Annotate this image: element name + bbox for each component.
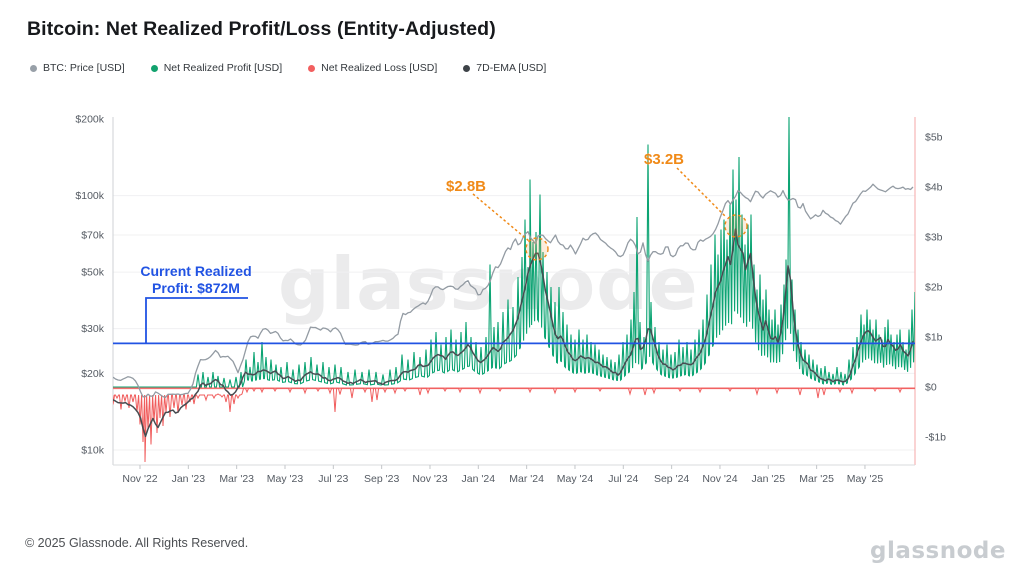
legend-dot-icon	[30, 64, 37, 72]
y-axis-label-right: $2b	[925, 282, 943, 294]
x-axis-label: May '25	[847, 473, 884, 485]
annotation-bracket	[145, 297, 248, 343]
x-axis-label: Nov '24	[702, 473, 737, 485]
annotation-peak-label: $3.2B	[644, 151, 684, 168]
annotation-target-circle	[525, 237, 549, 261]
x-axis-label: May '23	[267, 473, 304, 485]
y-axis-label-left: $50k	[81, 267, 105, 279]
legend-label: 7D-EMA [USD]	[476, 62, 547, 74]
net-realized-loss-series	[113, 387, 915, 463]
legend-label: Net Realized Profit [USD]	[163, 62, 283, 74]
y-axis-label-left: $30k	[81, 323, 105, 335]
legend-item-7d-ema[interactable]: 7D-EMA [USD]	[463, 62, 546, 74]
annotation-peak-label: $2.8B	[446, 178, 486, 195]
x-axis-label: Jan '25	[752, 473, 786, 485]
x-axis-label: Mar '24	[509, 473, 544, 485]
x-axis-label: Sep '23	[364, 473, 399, 485]
legend-dot-icon	[308, 64, 316, 72]
chart-title: Bitcoin: Net Realized Profit/Loss (Entit…	[27, 18, 496, 40]
y-axis-label-left: $10k	[81, 445, 105, 457]
legend-label: BTC: Price [USD]	[43, 62, 125, 74]
current-realized-profit-label: Profit: $872M	[152, 280, 240, 296]
legend-dot-icon	[463, 64, 471, 72]
x-axis-label: Jul '23	[318, 473, 348, 485]
x-axis-label: Nov '22	[122, 473, 157, 485]
y-axis-label-right: $0	[925, 382, 937, 394]
y-axis-label-right: $4b	[925, 182, 943, 194]
x-axis-label: Nov '23	[412, 473, 447, 485]
legend-dot-icon	[150, 64, 158, 72]
ema-7d-series	[113, 228, 914, 438]
current-realized-profit-label: Current Realized	[140, 263, 251, 279]
x-axis-label: Jan '23	[172, 473, 206, 485]
y-axis-label-left: $20k	[81, 368, 105, 380]
x-axis-label: Mar '25	[799, 473, 834, 485]
y-axis-label-right: $1b	[925, 332, 943, 344]
x-axis-label: Jan '24	[462, 473, 496, 485]
legend-label: Net Realized Loss [USD]	[321, 62, 438, 74]
x-axis-label: May '24	[557, 473, 594, 485]
legend-item-btc-price[interactable]: BTC: Price [USD]	[30, 62, 125, 74]
annotation-leader-line	[676, 167, 727, 218]
y-axis-label-left: $70k	[81, 229, 105, 241]
y-axis-label-left: $200k	[75, 114, 104, 126]
axes: Nov '22 Jan '23 Mar '23 May '23 Jul '23 Sep '…	[75, 114, 946, 486]
footer-copyright: © 2025 Glassnode. All Rights Reserved.	[25, 536, 249, 550]
y-axis-label-left: $100k	[75, 190, 104, 202]
legend-item-net-realized-profit[interactable]: Net Realized Profit [USD]	[150, 62, 283, 74]
btc-price-series	[113, 183, 914, 399]
annotation-target-circle	[724, 214, 748, 238]
glassnode-logo: glassnode	[870, 538, 1006, 564]
x-axis-label: Jul '24	[608, 473, 638, 485]
x-axis-label: Mar '23	[219, 473, 254, 485]
annotation-leader-line	[472, 193, 530, 242]
legend-item-net-realized-loss[interactable]: Net Realized Loss [USD]	[308, 62, 437, 74]
glassnode-watermark: glassnode	[278, 242, 699, 326]
y-axis-label-right: $3b	[925, 232, 943, 244]
net-realized-profit-series	[113, 116, 915, 388]
y-axis-label-right: $5b	[925, 132, 943, 144]
y-axis-label-right: -$1b	[925, 432, 946, 444]
legend: BTC: Price [USD] Net Realized Profit [US…	[30, 62, 572, 74]
x-axis-label: Sep '24	[654, 473, 689, 485]
